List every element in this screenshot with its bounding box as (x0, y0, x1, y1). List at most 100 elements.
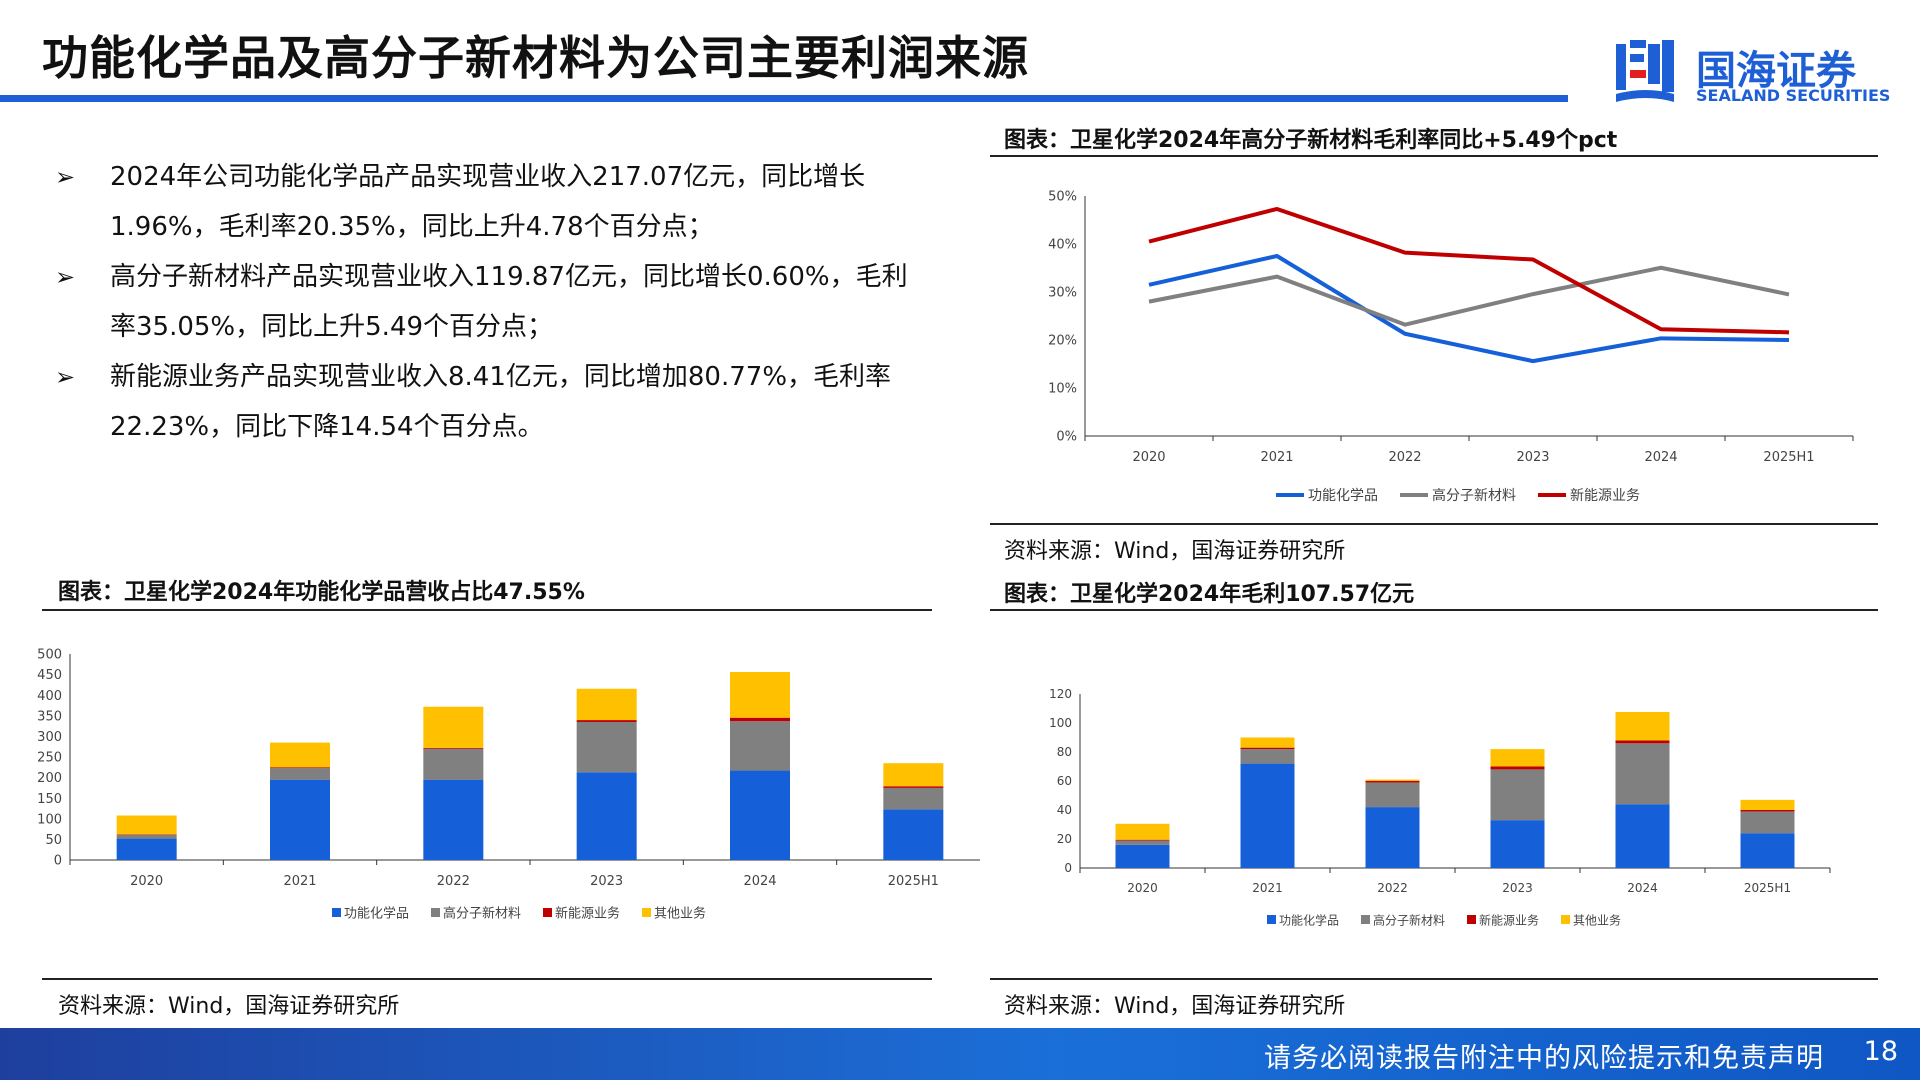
bullet-item: ➢ 新能源业务产品实现营业收入8.41亿元，同比增加80.77%，毛利率 22.… (55, 352, 955, 452)
bar-segment (1240, 763, 1295, 868)
title-underline (0, 95, 1568, 102)
bar-segment (423, 747, 484, 749)
bar-segment (883, 787, 944, 810)
y-tick-label: 80 (1057, 745, 1072, 759)
bullet-item: ➢ 高分子新材料产品实现营业收入119.87亿元，同比增长0.60%，毛利 率3… (55, 252, 955, 352)
legend-swatch (1361, 915, 1370, 924)
bar-segment (1740, 810, 1795, 812)
margin-chart-top-rule (990, 155, 1878, 157)
x-tick-label: 2025H1 (1763, 450, 1814, 465)
x-tick-label: 2023 (590, 874, 623, 889)
x-tick-label: 2024 (1644, 450, 1677, 465)
bar-segment (1615, 804, 1670, 868)
y-tick-label: 450 (37, 668, 62, 683)
profit-chart-source: 资料来源：Wind，国海证券研究所 (1004, 994, 1346, 1019)
legend-label: 新能源业务 (1570, 488, 1640, 504)
revenue-chart-title: 图表：卫星化学2024年功能化学品营收占比47.55% (58, 580, 585, 605)
sealand-logo: 国海证券 SEALAND SECURITIES (1612, 36, 1902, 106)
y-tick-label: 30% (1048, 286, 1077, 301)
bar-segment (116, 834, 177, 839)
bullet-line: 新能源业务产品实现营业收入8.41亿元，同比增加80.77%，毛利率 (110, 362, 892, 392)
bar-segment (1740, 833, 1795, 868)
bar-segment (1365, 781, 1420, 783)
arrow-bullet-icon: ➢ (55, 363, 76, 391)
bar-segment (1365, 807, 1420, 868)
y-tick-label: 20% (1048, 334, 1077, 349)
y-tick-label: 0 (54, 854, 62, 869)
legend-label: 高分子新材料 (1373, 912, 1445, 927)
legend-label: 高分子新材料 (443, 906, 521, 922)
x-tick-label: 2022 (437, 874, 470, 889)
profit-bar-chart: 0 20 40 60 80 100 120 2020 2021 2022 2023 2024 2025H… (1049, 687, 1831, 927)
bar-segment (730, 717, 790, 722)
bar-segment (730, 721, 790, 771)
x-tick-label: 2020 (1132, 450, 1165, 465)
profit-chart-title: 图表：卫星化学2024年毛利107.57亿元 (1004, 582, 1415, 607)
bar-segment (730, 671, 790, 718)
bullet-line: 22.23%，同比下降14.54个百分点。 (110, 412, 544, 442)
y-tick-label: 300 (37, 730, 62, 745)
bar-segment (1490, 769, 1545, 821)
bar-segment (1365, 782, 1420, 808)
revenue-bar-chart: 0 50 100 150 200 250 300 350 400 450 500 2020 2021 20… (37, 648, 980, 922)
legend-label: 新能源业务 (555, 906, 620, 922)
bar-segment (116, 838, 177, 860)
bullet-line: 1.96%，毛利率20.35%，同比上升4.78个百分点； (110, 212, 714, 242)
footer-bar (0, 1028, 1920, 1080)
logo-en-text: SEALAND SECURITIES (1696, 86, 1891, 105)
y-tick-label: 40% (1048, 238, 1077, 253)
profit-chart-top-rule (990, 609, 1878, 611)
bullet-line: 率35.05%，同比上升5.49个百分点； (110, 312, 554, 342)
bar-segment (423, 779, 484, 860)
y-tick-label: 100 (1049, 716, 1072, 730)
bar-segment (1615, 712, 1670, 741)
bar-segment (1615, 743, 1670, 805)
y-tick-label: 0 (1064, 861, 1072, 875)
legend-label: 功能化学品 (344, 906, 409, 922)
arrow-bullet-icon: ➢ (55, 263, 76, 291)
bullet-item: ➢ 2024年公司功能化学品产品实现营业收入217.07亿元，同比增长 1.96… (55, 152, 955, 252)
bar-segment (270, 779, 330, 860)
x-tick-label: 2022 (1388, 450, 1421, 465)
bar-segment (1115, 840, 1170, 845)
y-tick-label: 250 (37, 751, 62, 766)
bar-segment (1490, 820, 1545, 868)
bar-segment (1365, 779, 1420, 781)
bar-segment (1115, 839, 1170, 841)
x-tick-label: 2020 (1127, 881, 1158, 895)
y-tick-label: 350 (37, 709, 62, 724)
revenue-chart-top-rule (42, 609, 932, 611)
bar-segment (1615, 740, 1670, 744)
legend-swatch (431, 908, 440, 917)
bar-segment (1490, 766, 1545, 770)
x-tick-label: 2023 (1516, 450, 1549, 465)
bar-segment (576, 720, 637, 722)
bar-segment (1740, 799, 1795, 810)
page-title: 功能化学品及高分子新材料为公司主要利润来源 (42, 31, 1029, 85)
footer-disclaimer: 请务必阅读报告附注中的风险提示和免责声明 (1264, 1043, 1824, 1074)
revenue-chart-bottom-rule (42, 978, 932, 980)
series-line (1148, 254, 1790, 364)
x-tick-label: 2024 (1627, 881, 1658, 895)
legend-swatch (1467, 915, 1476, 924)
margin-line-chart: 0% 10% 20% 30% 40% 50% 2020 2021 2022 2023 2024 202… (1048, 190, 1854, 504)
series-line (1148, 206, 1790, 335)
revenue-chart-source: 资料来源：Wind，国海证券研究所 (58, 994, 400, 1019)
logo-mark-icon (1616, 40, 1674, 102)
bar-segment (270, 742, 330, 768)
y-tick-label: 500 (37, 648, 62, 663)
bullet-line: 2024年公司功能化学品产品实现营业收入217.07亿元，同比增长 (110, 162, 866, 192)
bar-segment (1490, 749, 1545, 767)
y-tick-label: 50 (45, 833, 62, 848)
x-tick-label: 2025H1 (888, 874, 939, 889)
bar-segment (1740, 811, 1795, 834)
bar-segment (270, 768, 330, 780)
x-tick-label: 2023 (1502, 881, 1533, 895)
margin-chart-source: 资料来源：Wind，国海证券研究所 (1004, 539, 1346, 564)
bar-segment (576, 721, 637, 773)
bar-segment (116, 815, 177, 835)
bar-segment (576, 688, 637, 721)
y-tick-label: 100 (37, 812, 62, 827)
bar-segment (883, 763, 944, 787)
legend-swatch (1267, 915, 1276, 924)
